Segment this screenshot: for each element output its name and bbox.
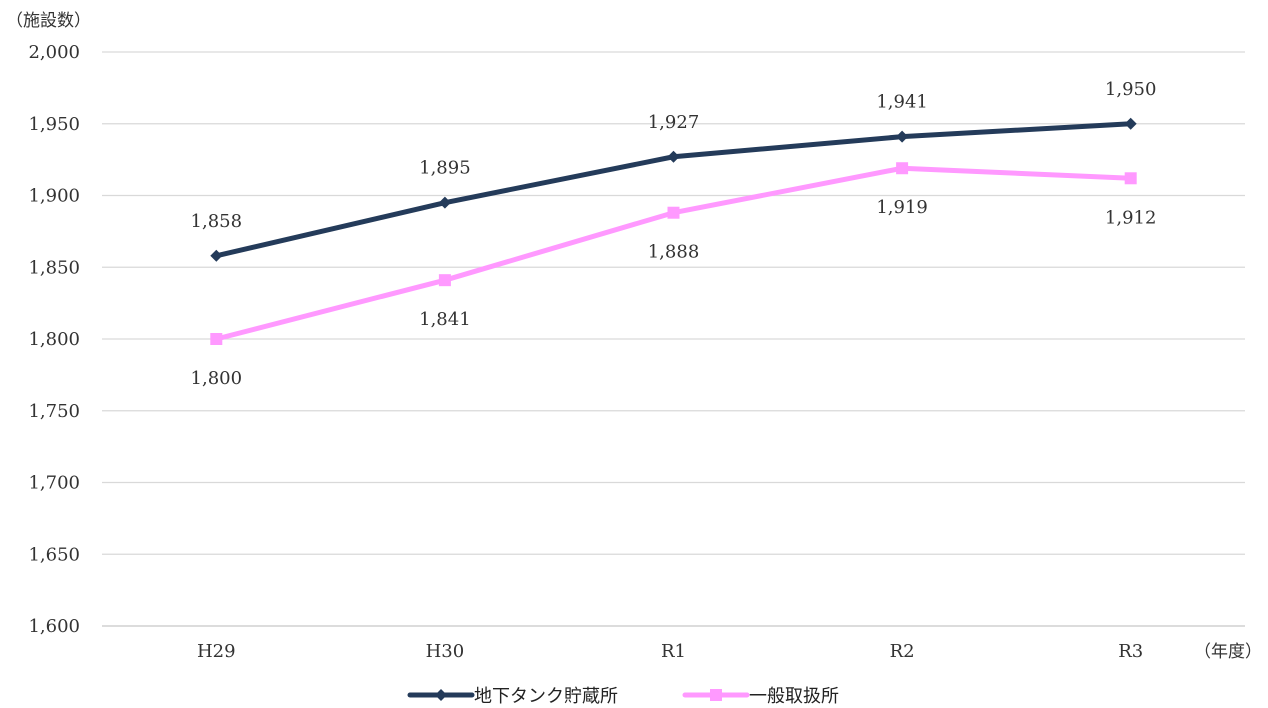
- data-label: 1,919: [876, 197, 928, 218]
- x-axis-ticks: H29 H30 R1 R2 R3: [197, 641, 1143, 662]
- data-point-diamond: [438, 196, 451, 209]
- data-label: 1,895: [419, 158, 471, 179]
- y-tick-label: 1,600: [28, 616, 80, 637]
- data-labels: 1,858 1,895 1,927 1,941 1,950 1,800 1,841 1,888…: [191, 79, 1157, 389]
- legend-label: 一般取扱所: [749, 686, 839, 707]
- y-tick-label: 1,900: [28, 186, 80, 207]
- x-tick-label: R2: [890, 641, 915, 662]
- data-label: 1,912: [1105, 207, 1157, 228]
- x-tick-label: H30: [426, 641, 465, 662]
- data-label: 1,841: [419, 309, 471, 330]
- data-point-diamond: [667, 150, 680, 163]
- legend-marker-diamond: [435, 689, 447, 701]
- x-tick-label: H29: [197, 641, 236, 662]
- legend-marker-square: [710, 689, 722, 701]
- y-tick-label: 1,850: [28, 257, 80, 278]
- x-axis-unit-label: （年度）: [1194, 642, 1262, 662]
- y-tick-label: 1,700: [28, 473, 80, 494]
- data-point-square: [210, 333, 223, 345]
- data-point-square: [667, 206, 680, 219]
- x-tick-label: R3: [1118, 641, 1143, 662]
- legend: 地下タンク貯蔵所 一般取扱所: [407, 686, 839, 707]
- data-label: 1,888: [648, 242, 700, 263]
- gridlines: [102, 51, 1245, 627]
- y-tick-label: 1,650: [28, 544, 80, 565]
- data-point-diamond: [1124, 117, 1137, 130]
- data-point-diamond: [896, 130, 909, 143]
- x-tick-label: R1: [661, 641, 686, 662]
- y-axis-unit-label: （施設数）: [6, 11, 91, 31]
- y-tick-label: 2,000: [28, 42, 80, 63]
- data-point-square: [438, 274, 451, 287]
- data-point-square: [1124, 172, 1137, 185]
- series-line: [213, 121, 1134, 259]
- y-tick-label: 1,750: [28, 401, 80, 422]
- y-axis-ticks: 1,600 1,650 1,700 1,750 1,800 1,850 1,900 1,950…: [28, 42, 80, 637]
- data-label: 1,950: [1105, 79, 1157, 100]
- data-point-square: [896, 162, 909, 175]
- data-label: 1,858: [191, 211, 243, 232]
- data-label: 1,800: [191, 368, 243, 389]
- series-group: [210, 117, 1137, 345]
- legend-label: 地下タンク貯蔵所: [474, 686, 618, 707]
- y-tick-label: 1,800: [28, 329, 80, 350]
- data-label: 1,941: [876, 92, 928, 113]
- data-label: 1,927: [648, 112, 700, 133]
- data-point-diamond: [210, 249, 223, 262]
- y-tick-label: 1,950: [28, 114, 80, 135]
